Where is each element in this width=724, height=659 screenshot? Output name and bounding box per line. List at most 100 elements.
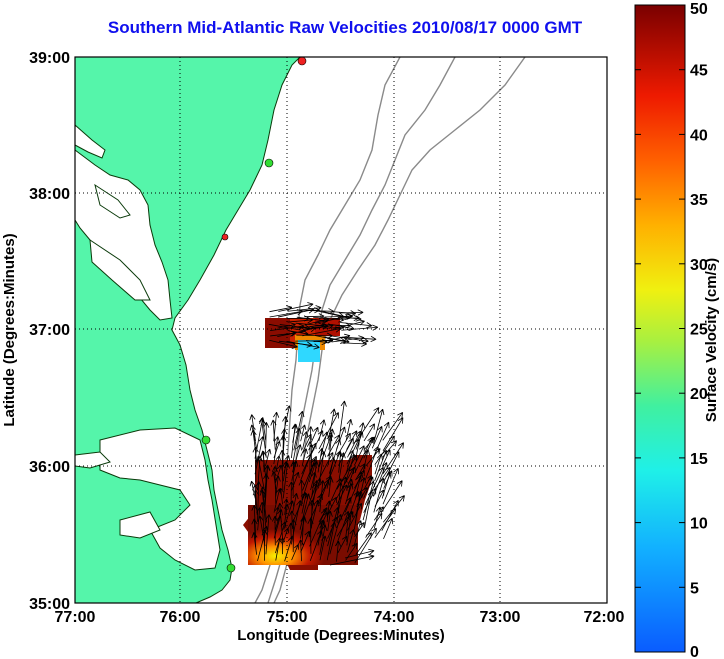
velocity-arrow <box>273 488 282 513</box>
colorbar-tick-label: 40 <box>690 127 708 144</box>
velocity-arrow <box>365 448 381 467</box>
velocity-arrow <box>255 456 265 489</box>
velocity-arrow <box>374 453 383 475</box>
velocity-arrow <box>309 530 323 562</box>
velocity-arrow <box>338 437 354 466</box>
velocity-arrow <box>381 499 399 531</box>
velocity-arrow <box>383 517 394 540</box>
velocity-arrow <box>297 539 304 562</box>
colorbar-tick-label: 45 <box>690 63 708 80</box>
velocity-arrow <box>259 486 268 523</box>
velocity-arrow <box>347 529 356 553</box>
station-marker-active <box>226 563 236 573</box>
velocity-arrow <box>300 433 312 457</box>
velocity-arrow <box>324 333 351 342</box>
velocity-arrow <box>252 484 259 506</box>
velocity-arrow <box>293 410 305 451</box>
velocity-arrow <box>353 490 364 530</box>
velocity-arrow <box>287 340 320 350</box>
velocity-arrow <box>344 548 375 559</box>
velocity-arrow <box>353 445 365 466</box>
velocity-arrow <box>363 490 374 529</box>
velocity-arrow <box>345 419 353 441</box>
velocity-arrow <box>374 508 397 539</box>
colorbar-tick-label: 50 <box>690 1 708 18</box>
velocity-arrow <box>382 411 404 441</box>
velocity-arrow <box>302 483 318 521</box>
velocity-arrow <box>291 423 298 459</box>
velocity-arrow <box>345 453 356 483</box>
velocity-arrow <box>340 322 373 329</box>
velocity-arrow <box>304 313 325 320</box>
velocity-arrow <box>344 475 362 513</box>
colorbar-tick-label: 20 <box>690 386 708 403</box>
velocity-arrow <box>300 424 307 442</box>
velocity-arrow <box>277 307 315 318</box>
velocity-arrow <box>373 477 386 513</box>
velocity-arrow <box>329 554 375 566</box>
velocity-arrow <box>380 480 403 513</box>
colorbar-tick-label: 35 <box>690 192 708 209</box>
x-axis-label: Longitude (Degrees:Minutes) <box>237 627 445 644</box>
map-title: Southern Mid-Atlantic Raw Velocities 201… <box>107 18 583 37</box>
velocity-arrow <box>326 456 336 489</box>
velocity-arrow <box>314 313 353 324</box>
velocity-arrow <box>254 436 265 475</box>
velocity-arrow <box>277 502 284 539</box>
velocity-arrow <box>317 479 330 507</box>
velocity-arrow <box>277 322 296 329</box>
x-tick-label: 72:00 <box>584 609 625 626</box>
velocity-arrow <box>252 446 259 483</box>
grid-lines <box>75 57 607 603</box>
colorbar-label: Surface Velocity (cm/s) <box>703 258 720 422</box>
velocity-arrow <box>364 446 380 481</box>
velocity-arrow <box>327 507 340 547</box>
velocity-arrow <box>275 521 287 554</box>
velocity-arrow <box>259 418 267 458</box>
velocity-arrow <box>257 525 269 562</box>
velocity-arrow <box>328 438 342 474</box>
velocity-arrow <box>288 481 295 506</box>
velocity-arrow <box>302 431 309 450</box>
velocity-arrow <box>259 489 267 531</box>
station-marker-inactive <box>297 56 307 66</box>
y-tick-label: 38:00 <box>29 186 70 203</box>
velocity-arrow <box>382 442 404 474</box>
colorbar-tick-label: 0 <box>690 644 699 659</box>
velocity-arrow <box>331 335 365 343</box>
colorbar-tick-label: 10 <box>690 516 708 533</box>
velocity-arrow <box>336 432 351 457</box>
velocity-arrow <box>334 540 342 562</box>
velocity-arrow <box>371 426 383 449</box>
velocity-arrow <box>326 521 337 561</box>
colorbar <box>634 4 686 653</box>
velocity-arrow <box>273 436 281 465</box>
colorbar-tick-label: 15 <box>690 451 708 468</box>
velocity-arrow <box>354 522 365 538</box>
velocity-arrow <box>353 520 363 547</box>
velocity-arrow <box>271 466 279 505</box>
x-tick-label: 76:00 <box>160 609 201 626</box>
velocity-arrow <box>363 423 375 442</box>
velocity-arrow <box>355 407 380 442</box>
velocity-arrow <box>300 453 312 481</box>
velocity-arrow <box>282 462 290 499</box>
velocity-arrow <box>300 515 307 546</box>
velocity-arrow <box>290 519 297 553</box>
velocity-arrow <box>279 449 286 490</box>
velocity-arrow <box>382 451 400 483</box>
velocity-arrow <box>301 448 308 467</box>
velocity-arrow <box>249 480 256 499</box>
velocity-arrow <box>336 482 344 523</box>
velocity-arrow <box>318 452 334 481</box>
velocity-arrow <box>292 493 299 513</box>
y-tick-label: 37:00 <box>29 322 70 339</box>
velocity-arrow <box>274 464 283 484</box>
velocity-arrow <box>251 504 258 539</box>
velocity-arrow <box>362 480 376 521</box>
velocity-arrow <box>319 535 328 561</box>
velocity-arrow <box>338 452 346 482</box>
velocity-arrow <box>382 467 400 505</box>
velocity-arrow <box>311 461 320 497</box>
velocity-arrow <box>309 509 327 547</box>
